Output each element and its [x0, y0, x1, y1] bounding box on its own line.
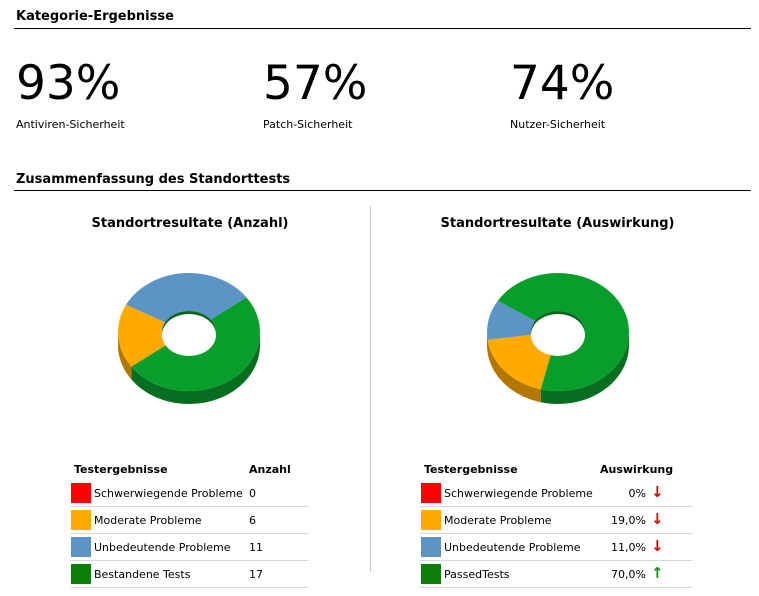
donut-slice-unbedeutende-probleme — [487, 300, 536, 340]
count-row-value: 6 — [249, 514, 256, 527]
patch-percentage: 57% — [263, 56, 368, 111]
donut-side-moderate-probleme — [487, 339, 541, 403]
donut-side-bestandene-tests — [131, 332, 260, 404]
count-row-passed: Bestandene Tests 17 — [70, 561, 308, 588]
count-row-label: Bestandene Tests — [94, 568, 191, 581]
passed-swatch — [421, 564, 441, 584]
patch-label: Patch-Sicherheit — [263, 118, 353, 131]
impact-row-minor: Unbedeutende Probleme 11,0% ↓ — [420, 534, 692, 561]
impact-row-passed: PassedTests 70,0% ↑ — [420, 561, 692, 588]
count-chart-title: Standortresultate (Anzahl) — [91, 216, 289, 231]
count-row-value: 17 — [249, 568, 263, 581]
row-separator — [420, 587, 692, 588]
user-label: Nutzer-Sicherheit — [510, 118, 606, 131]
donut-slice-moderate-probleme — [118, 304, 168, 367]
row-separator — [70, 587, 308, 588]
arrow-down-icon: ↓ — [651, 537, 664, 555]
count-row-severe: Schwerwiegende Probleme 0 — [70, 480, 308, 507]
row-separator — [420, 506, 692, 507]
donut-side-unbedeutende-probleme — [487, 330, 488, 353]
count-donut-chart — [118, 273, 260, 404]
antivirus-label: Antiviren-Sicherheit — [16, 118, 125, 131]
minor-swatch — [71, 537, 91, 557]
donut-slice-unbedeutende-probleme — [126, 273, 247, 323]
summary-title-rule — [14, 190, 751, 191]
impact-row-value: 70,0% — [611, 568, 646, 581]
count-row-minor: Unbedeutende Probleme 11 — [70, 534, 308, 561]
count-row-label: Unbedeutende Probleme — [94, 541, 231, 554]
impact-row-label: Schwerwiegende Probleme — [444, 487, 593, 500]
moderate-swatch — [71, 510, 91, 530]
impact-row-value: 0% — [628, 487, 646, 500]
severe-swatch — [421, 483, 441, 503]
category-results-title: Kategorie-Ergebnisse — [16, 9, 174, 24]
count-row-moderate: Moderate Probleme 6 — [70, 507, 308, 534]
impact-row-moderate: Moderate Probleme 19,0% ↓ — [420, 507, 692, 534]
donut-side-moderate-probleme — [118, 330, 132, 380]
category-title-rule — [14, 28, 751, 29]
moderate-swatch — [421, 510, 441, 530]
impact-row-label: Unbedeutende Probleme — [444, 541, 581, 554]
donut-slice-moderate-probleme — [487, 334, 552, 390]
user-percentage: 74% — [510, 56, 615, 111]
donut-slice-passedtests — [497, 273, 629, 391]
arrow-down-icon: ↓ — [651, 483, 664, 501]
count-row-value: 0 — [249, 487, 256, 500]
impact-chart-title: Standortresultate (Auswirkung) — [440, 216, 675, 231]
arrow-up-icon: ↑ — [651, 564, 664, 582]
impact-row-value: 19,0% — [611, 514, 646, 527]
minor-swatch — [421, 537, 441, 557]
count-row-label: Moderate Probleme — [94, 514, 202, 527]
donut-hole — [162, 314, 216, 356]
row-separator — [70, 560, 308, 561]
count-col-results-header: Testergebnisse — [74, 463, 168, 476]
donut-slice-bestandene-tests — [131, 297, 260, 391]
row-separator — [420, 533, 692, 534]
panel-divider — [370, 206, 371, 572]
impact-row-value: 11,0% — [611, 541, 646, 554]
impact-col-results-header: Testergebnisse — [424, 463, 518, 476]
count-row-label: Schwerwiegende Probleme — [94, 487, 243, 500]
impact-donut-chart — [487, 273, 629, 404]
impact-row-label: PassedTests — [444, 568, 510, 581]
donut-hole — [531, 314, 585, 356]
impact-col-value-header: Auswirkung — [600, 463, 674, 476]
count-col-value-header: Anzahl — [249, 463, 291, 476]
antivirus-percentage: 93% — [16, 56, 121, 111]
passed-swatch — [71, 564, 91, 584]
impact-row-label: Moderate Probleme — [444, 514, 552, 527]
row-separator — [420, 560, 692, 561]
summary-title: Zusammenfassung des Standorttests — [16, 172, 291, 187]
donut-side-passedtests — [540, 330, 629, 404]
count-row-value: 11 — [249, 541, 263, 554]
row-separator — [70, 506, 308, 507]
row-separator — [70, 533, 308, 534]
arrow-down-icon: ↓ — [651, 510, 664, 528]
severe-swatch — [71, 483, 91, 503]
impact-row-severe: Schwerwiegende Probleme 0% ↓ — [420, 480, 692, 507]
